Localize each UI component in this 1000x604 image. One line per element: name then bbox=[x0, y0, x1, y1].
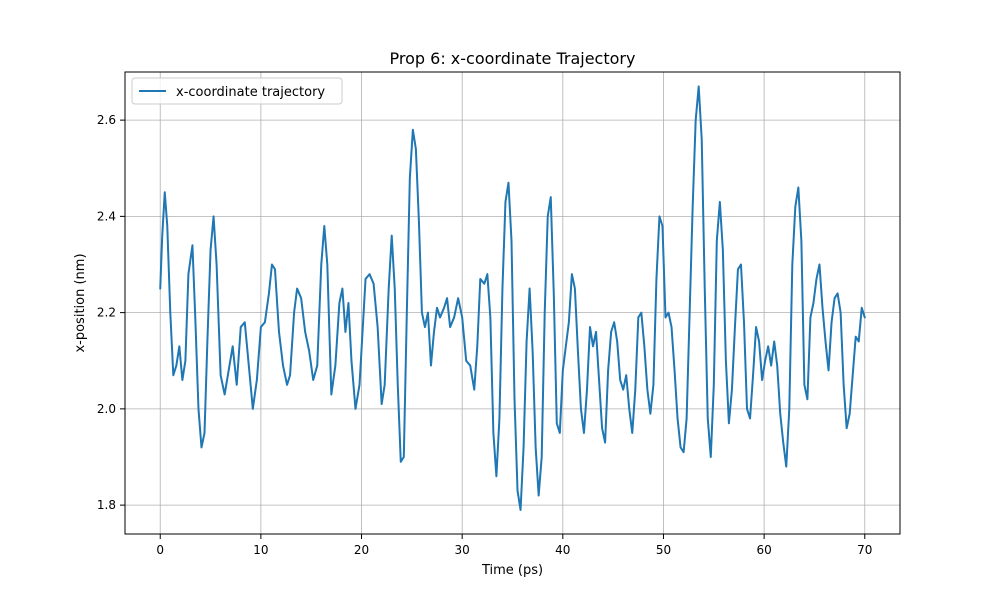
series-line-x-coordinate-trajectory bbox=[159, 85, 866, 511]
x-tick-label: 10 bbox=[253, 543, 268, 557]
series-layer bbox=[159, 85, 866, 511]
legend: x-coordinate trajectory bbox=[131, 77, 343, 105]
x-tick-label: 50 bbox=[656, 543, 671, 557]
y-tick-label: 2.6 bbox=[97, 113, 116, 127]
legend-label: x-coordinate trajectory bbox=[176, 85, 325, 100]
y-tick-label: 1.8 bbox=[97, 498, 116, 512]
tick-layer: 0 10 20 30 40 50 60 70 1.8 2.0 2.2 2.4 2.6 bbox=[97, 113, 873, 557]
y-tick-label: 2.2 bbox=[97, 306, 116, 320]
chart-title: Prop 6: x-coordinate Trajectory bbox=[390, 49, 636, 68]
y-tick-label: 2.4 bbox=[97, 209, 116, 223]
x-tick-label: 60 bbox=[756, 543, 771, 557]
x-tick-label: 30 bbox=[455, 543, 470, 557]
y-tick-label: 2.0 bbox=[97, 402, 116, 416]
y-axis-label: x-position (nm) bbox=[73, 253, 88, 352]
x-axis-label: Time (ps) bbox=[481, 563, 543, 578]
x-tick-label: 20 bbox=[354, 543, 369, 557]
plot-frame bbox=[124, 71, 901, 535]
x-tick-label: 40 bbox=[555, 543, 570, 557]
legend-box bbox=[131, 77, 343, 105]
x-tick-label: 70 bbox=[857, 543, 872, 557]
x-tick-label: 0 bbox=[156, 543, 164, 557]
